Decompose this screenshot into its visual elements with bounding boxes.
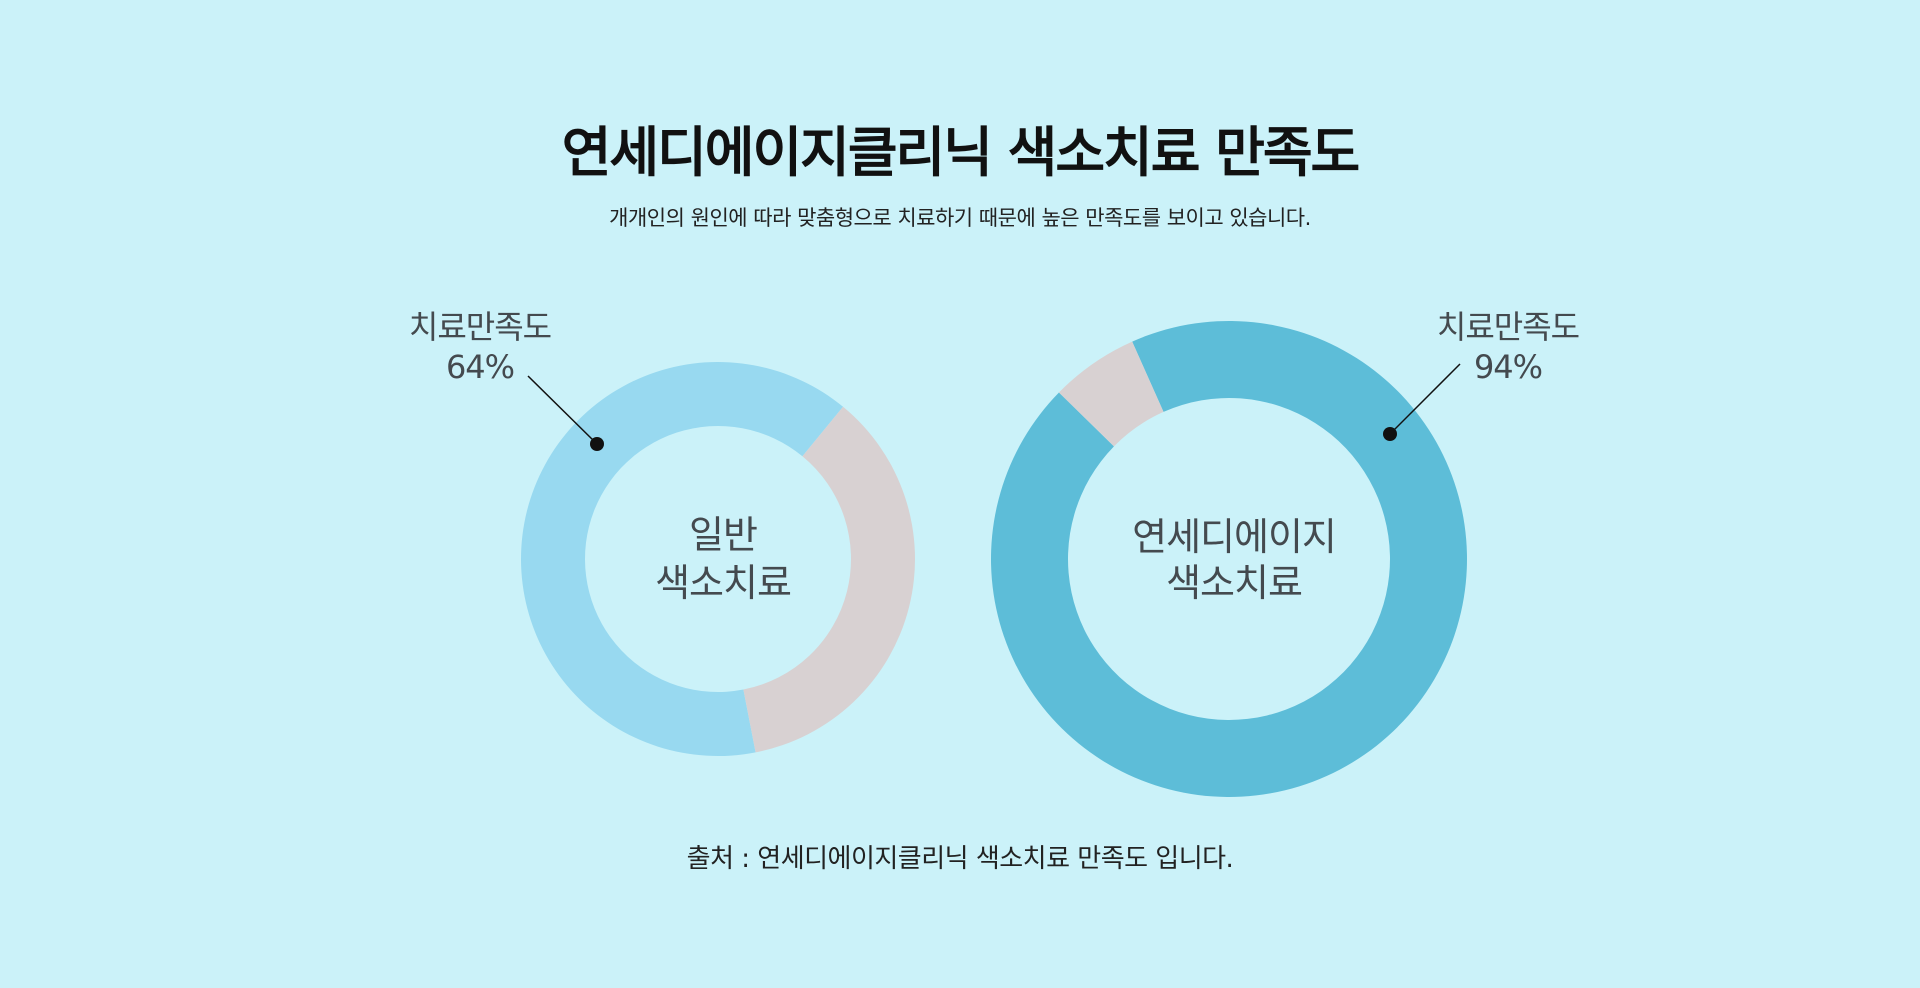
callout-leader-line (1389, 363, 1461, 435)
slices-yonsei (990, 321, 1467, 797)
slices-general (521, 362, 915, 757)
page-subtitle: 개개인의 원인에 따라 맞춤형으로 치료하기 때문에 높은 만족도를 보이고 있… (609, 206, 1311, 230)
slice-satisfaction (990, 321, 1467, 797)
donut-chart-yonsei: 연세디에이지 색소치료 치료만족도 94% (990, 308, 1580, 797)
donut-chart-general: 일반 색소치료 치료만족도 64% (409, 308, 915, 757)
callout-value: 64% (446, 348, 514, 386)
center-label-line2: 색소치료 (1166, 561, 1302, 605)
slice-remainder (743, 406, 915, 753)
page-title: 연세디에이지클리닉 색소치료 만족도 (561, 121, 1360, 184)
callout-dot (1383, 427, 1397, 441)
center-label-line1: 일반 (689, 513, 757, 557)
slice-satisfaction (521, 362, 844, 757)
source-note: 출처 : 연세디에이지클리닉 색소치료 만족도 입니다. (686, 844, 1234, 874)
center-label-line2: 색소치료 (655, 561, 791, 605)
callout-value: 94% (1474, 348, 1542, 386)
callout-label: 치료만족도 (1437, 308, 1579, 346)
slice-remainder (1058, 341, 1164, 447)
callout-dot (590, 437, 604, 451)
callout-label: 치료만족도 (409, 308, 551, 346)
center-label-line1: 연세디에이지 (1132, 515, 1336, 559)
callout-leader-line (527, 375, 598, 445)
